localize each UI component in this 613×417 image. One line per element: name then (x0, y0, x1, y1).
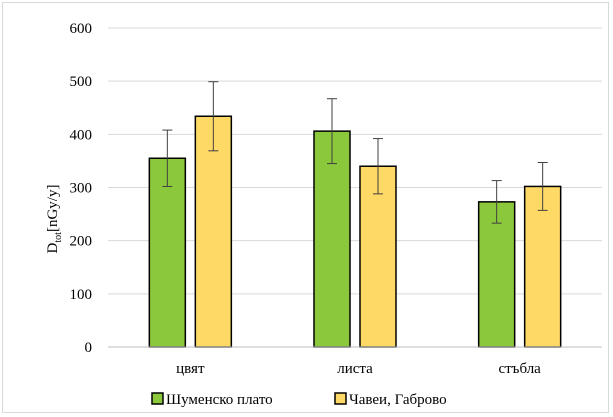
y-tick-label: 200 (70, 234, 93, 250)
bar (359, 165, 397, 348)
y-axis-label: Dtot[nGy/y] (45, 185, 64, 254)
y-tick-label: 400 (70, 127, 93, 143)
legend-swatch-1 (334, 392, 347, 405)
y-tick-label: 300 (70, 181, 93, 197)
gridlines (108, 27, 602, 295)
bar (477, 201, 516, 348)
legend-label-0: Шуменско плато (166, 392, 273, 408)
bar (194, 115, 233, 348)
x-axis-ticks: цвят листа стъбла (176, 361, 541, 377)
legend-label-1: Чавеи, Габрово (349, 392, 447, 408)
y-tick-label: 500 (70, 74, 93, 90)
y-axis-label-main: D (45, 242, 61, 253)
y-tick-label: 100 (70, 287, 93, 303)
y-axis-label-rest: [nGy/y] (45, 185, 61, 233)
y-axis-ticks: 0 100 200 300 400 500 600 (70, 21, 93, 356)
legend-swatch-0 (151, 392, 164, 405)
bar (523, 185, 562, 348)
y-axis-label-sub: tot (53, 232, 64, 243)
x-tick-label: цвят (176, 361, 205, 377)
error-bars (162, 81, 548, 224)
bar (148, 157, 187, 348)
x-tick-label: листа (337, 361, 373, 377)
x-tick-label: стъбла (498, 361, 541, 377)
y-tick-label: 0 (85, 340, 93, 356)
legend: Шуменско плато Чавеи, Габрово (151, 392, 447, 408)
y-tick-label: 600 (70, 21, 93, 37)
